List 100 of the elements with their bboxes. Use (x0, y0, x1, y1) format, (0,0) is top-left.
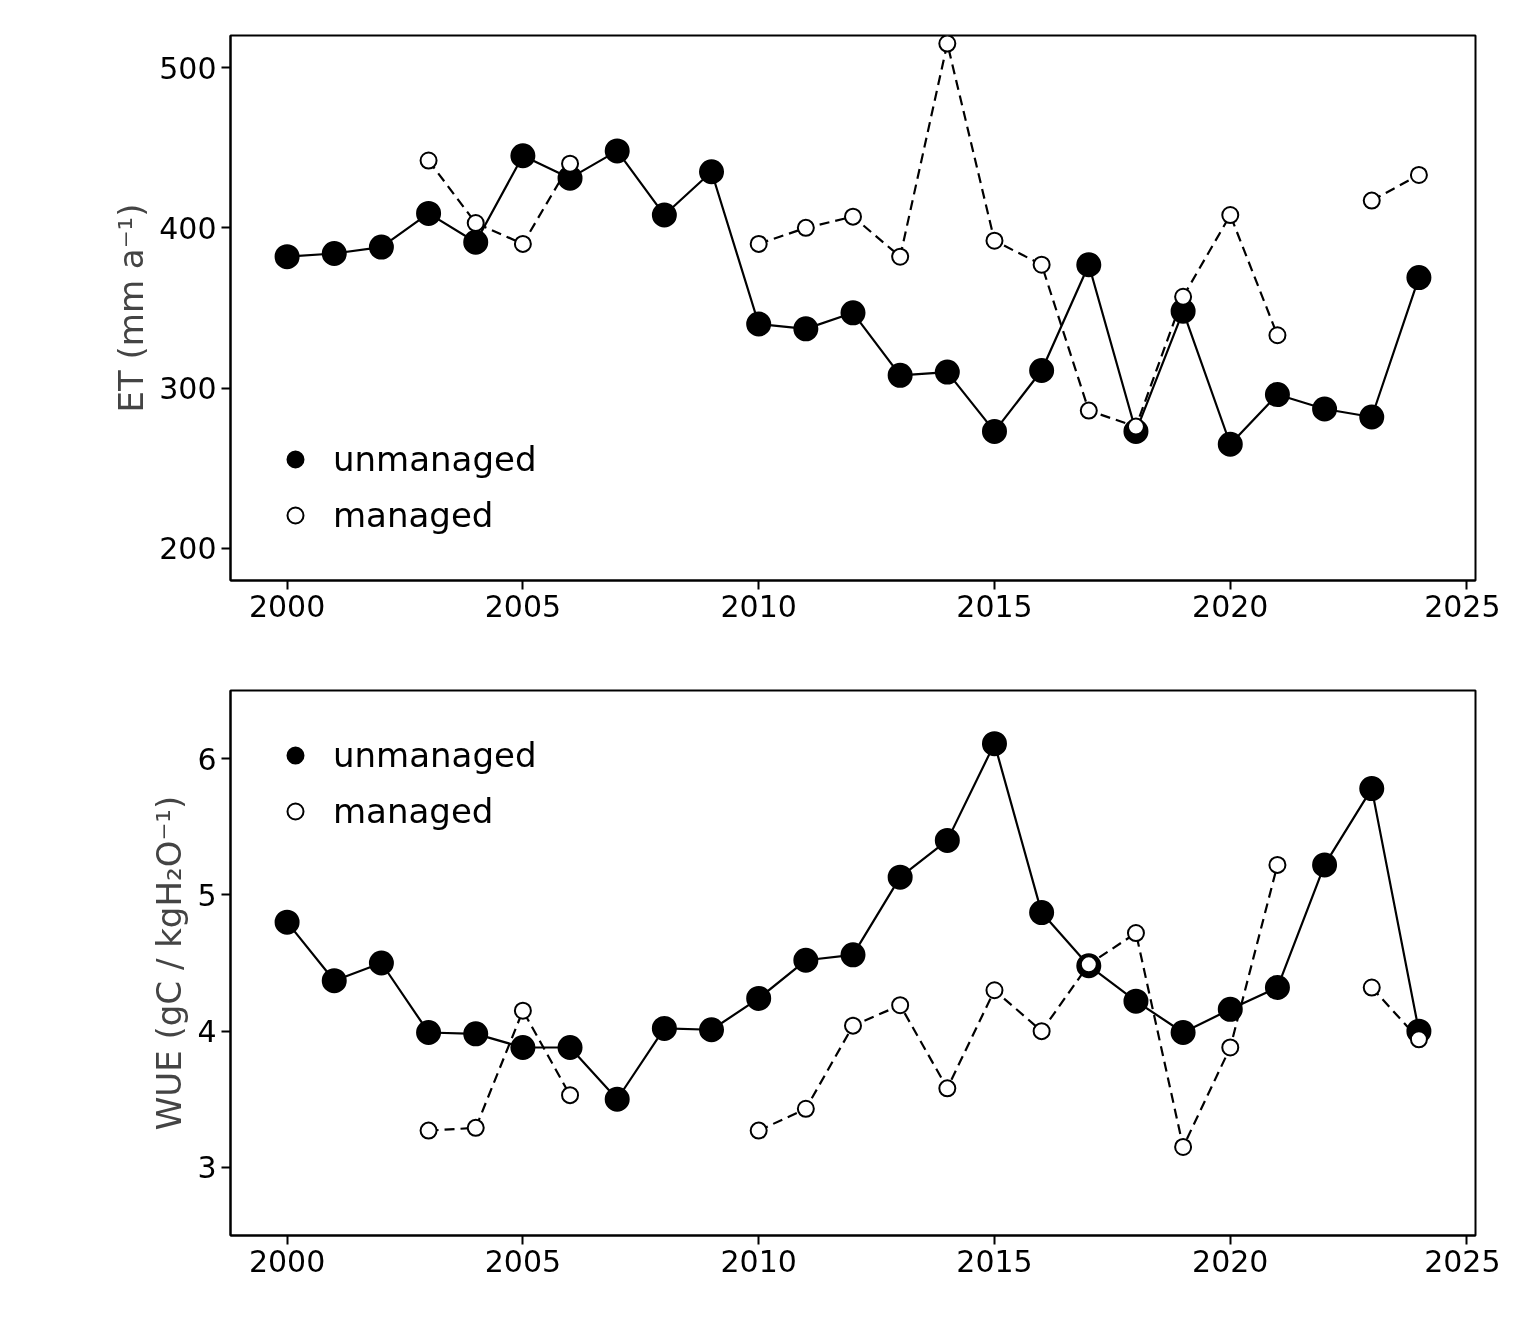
point (368, 950, 394, 976)
point (981, 731, 1007, 757)
y-tick-label: 300 (159, 371, 217, 407)
y-tick-label: 400 (159, 210, 217, 246)
point (1312, 396, 1338, 422)
point (463, 1021, 489, 1047)
point (1123, 988, 1149, 1014)
legend-label: unmanaged (333, 439, 537, 479)
point (513, 1001, 532, 1020)
point (840, 942, 866, 968)
x-tick-label: 2005 (484, 1243, 562, 1279)
point (419, 151, 438, 170)
point (1221, 206, 1240, 225)
x-tick-label: 2025 (1424, 588, 1501, 624)
x-tick-label: 2015 (956, 588, 1033, 624)
x-tick-label: 2005 (484, 588, 562, 624)
point (1029, 358, 1055, 383)
point (651, 202, 677, 228)
point (746, 311, 772, 337)
point (793, 947, 819, 973)
point (1126, 924, 1145, 943)
point (938, 35, 957, 53)
point (749, 234, 768, 253)
point (1409, 1030, 1428, 1049)
point (510, 1035, 536, 1060)
x-tick-label: 2010 (720, 588, 797, 624)
point (651, 1015, 677, 1041)
point (1217, 996, 1243, 1022)
point (844, 207, 862, 226)
point (793, 316, 819, 342)
point (368, 234, 394, 260)
point (1268, 855, 1287, 874)
point (463, 229, 489, 255)
point (416, 1020, 442, 1045)
x-tick-label: 2020 (1192, 1243, 1269, 1279)
point (1079, 401, 1098, 420)
point (274, 244, 300, 270)
y-tick-label: 5 (197, 877, 217, 913)
legend-label: managed (333, 495, 494, 535)
y-tick-label: 200 (159, 531, 217, 567)
point (274, 909, 300, 935)
point (1032, 1022, 1051, 1041)
legend-label: unmanaged (333, 735, 537, 775)
point (887, 864, 913, 890)
point (887, 362, 913, 388)
x-tick-label: 2025 (1424, 1243, 1501, 1279)
point (1268, 326, 1287, 345)
point (1076, 252, 1102, 278)
point (1264, 382, 1290, 408)
point (1217, 431, 1243, 457)
y-axis-title: WUE (gC / kgH₂O⁻¹) (149, 795, 190, 1131)
point (1359, 404, 1385, 430)
point (699, 1017, 725, 1043)
y-tick-label: 500 (159, 50, 217, 86)
point (419, 1121, 438, 1140)
point (416, 200, 442, 226)
y-axis-title: ET (mm a⁻¹) (111, 203, 152, 413)
point (844, 1016, 862, 1035)
point (1174, 1137, 1193, 1156)
point (796, 1099, 815, 1118)
point (1312, 852, 1338, 878)
x-tick-label: 2000 (248, 588, 326, 624)
point (1264, 975, 1290, 1000)
point (891, 247, 910, 266)
point (796, 218, 815, 237)
x-tick-label: 2020 (1192, 588, 1269, 624)
x-tick-label: 2010 (720, 1243, 797, 1279)
point (466, 1118, 485, 1137)
point (981, 418, 1007, 444)
point (891, 996, 910, 1015)
point (1362, 978, 1381, 997)
point (1409, 165, 1428, 184)
point (1032, 255, 1051, 274)
y-tick-label: 4 (197, 1014, 217, 1050)
point (561, 154, 580, 173)
point (934, 827, 960, 853)
point (1174, 287, 1193, 306)
point (749, 1121, 768, 1140)
point (1362, 191, 1381, 210)
point (934, 359, 960, 385)
point (604, 138, 630, 164)
point (1359, 776, 1385, 802)
x-tick-label: 2000 (248, 1243, 326, 1279)
legend-label: managed (333, 791, 494, 831)
point (557, 1035, 583, 1060)
point (985, 231, 1004, 250)
point (513, 234, 532, 253)
y-tick-label: 3 (197, 1150, 217, 1186)
point (321, 968, 347, 994)
point (1029, 900, 1055, 926)
x-tick-label: 2015 (956, 1243, 1033, 1279)
point (938, 1079, 957, 1098)
point (466, 214, 485, 233)
point (746, 985, 772, 1011)
point (1406, 265, 1432, 291)
point (561, 1086, 580, 1105)
point (604, 1086, 630, 1112)
point (1170, 1020, 1196, 1045)
point (1221, 1038, 1240, 1057)
y-tick-label: 6 (197, 741, 217, 777)
